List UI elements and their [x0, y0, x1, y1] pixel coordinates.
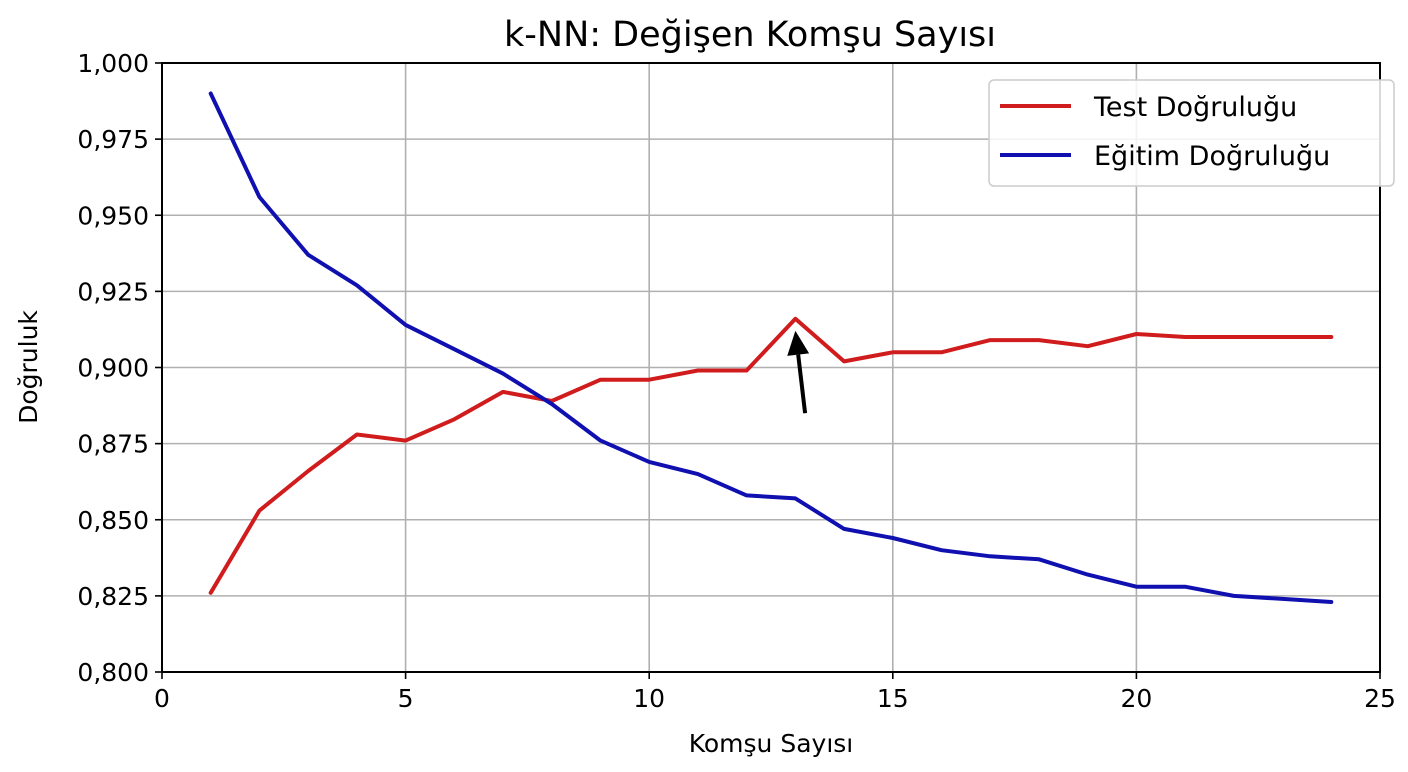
arrow-shaft [796, 354, 808, 414]
y-tick-label: 0,850 [77, 506, 149, 535]
legend: Test Doğruluğu Eğitim Doğruluğu [988, 79, 1395, 187]
test-accuracy-line [208, 316, 1334, 595]
legend-box [988, 79, 1395, 187]
y-tick-label: 0,975 [77, 125, 149, 154]
y-tick-label: 0,825 [77, 582, 149, 611]
y-tick-label: 0,900 [77, 354, 149, 383]
x-axis-label: Komşu Sayısı [689, 729, 854, 758]
y-axis-ticks: 0,800 0,825 0,850 0,875 0,900 0,925 0,950 0,975… [77, 49, 162, 687]
legend-label-test: Test Doğruluğu [1093, 92, 1297, 123]
y-axis-label: Doğruluk [14, 310, 43, 424]
y-tick-label: 0,925 [77, 277, 149, 306]
y-tick-label: 0,875 [77, 430, 149, 459]
y-tick-label: 0,950 [77, 201, 149, 230]
x-tick-label: 15 [877, 684, 909, 713]
x-axis-ticks: 0 5 10 15 20 25 [154, 672, 1396, 713]
legend-label-train: Eğitim Doğruluğu [1094, 141, 1330, 172]
training-accuracy-line [208, 91, 1334, 604]
peak-annotation-arrow [787, 330, 810, 414]
x-tick-label: 25 [1364, 684, 1396, 713]
y-tick-label: 0,800 [77, 658, 149, 687]
arrow-head-icon [787, 330, 810, 356]
y-tick-label: 1,000 [77, 49, 149, 78]
x-tick-label: 10 [633, 684, 665, 713]
x-tick-label: 0 [154, 684, 170, 713]
x-tick-label: 5 [398, 684, 414, 713]
x-tick-label: 20 [1120, 684, 1152, 713]
plot-series [208, 91, 1334, 604]
chart-title: k-NN: Değişen Komşu Sayısı [504, 15, 996, 55]
